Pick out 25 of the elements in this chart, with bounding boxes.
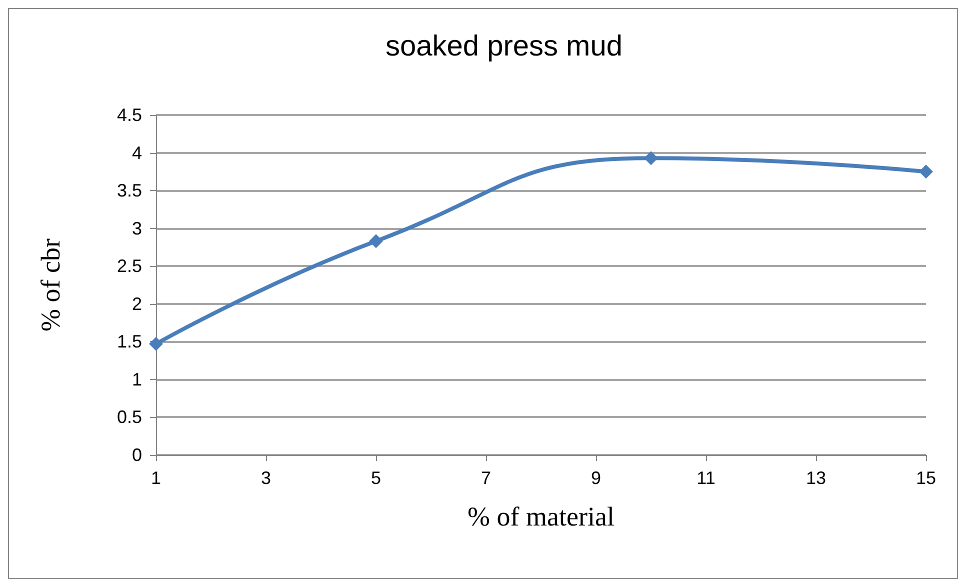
- point: [369, 234, 383, 248]
- y-tick-label: 0.5: [116, 407, 142, 428]
- point: [644, 151, 658, 166]
- x-tick-label: 5: [370, 468, 382, 488]
- point: [919, 164, 933, 179]
- x-tick-label: 11: [696, 468, 716, 488]
- x-tick-label: 3: [260, 468, 272, 488]
- y-tick-label: 0: [132, 445, 142, 465]
- x-tick-label: 1: [150, 468, 162, 488]
- x-tick-label: 7: [480, 468, 492, 488]
- y-tick-label: 3.5: [116, 180, 142, 201]
- chart-title: soaked press mud: [386, 30, 622, 62]
- x-tick-label: 13: [806, 468, 826, 488]
- y-tick-label: 4: [132, 142, 142, 163]
- y-tick-label: 2.5: [116, 256, 142, 276]
- x-tick-label: 9: [590, 468, 602, 488]
- x-axis-title: % of material: [468, 502, 614, 532]
- y-tick-label: 2: [132, 294, 142, 314]
- x-tick-label: 15: [916, 468, 936, 488]
- y-tick-label: 1: [132, 369, 142, 390]
- y-tick-label: 3: [132, 218, 142, 238]
- y-tick-label: 4.5: [116, 105, 142, 125]
- point: [149, 336, 163, 351]
- y-axis-title: % of cbr: [36, 238, 66, 332]
- y-tick-label: 1.5: [116, 332, 142, 352]
